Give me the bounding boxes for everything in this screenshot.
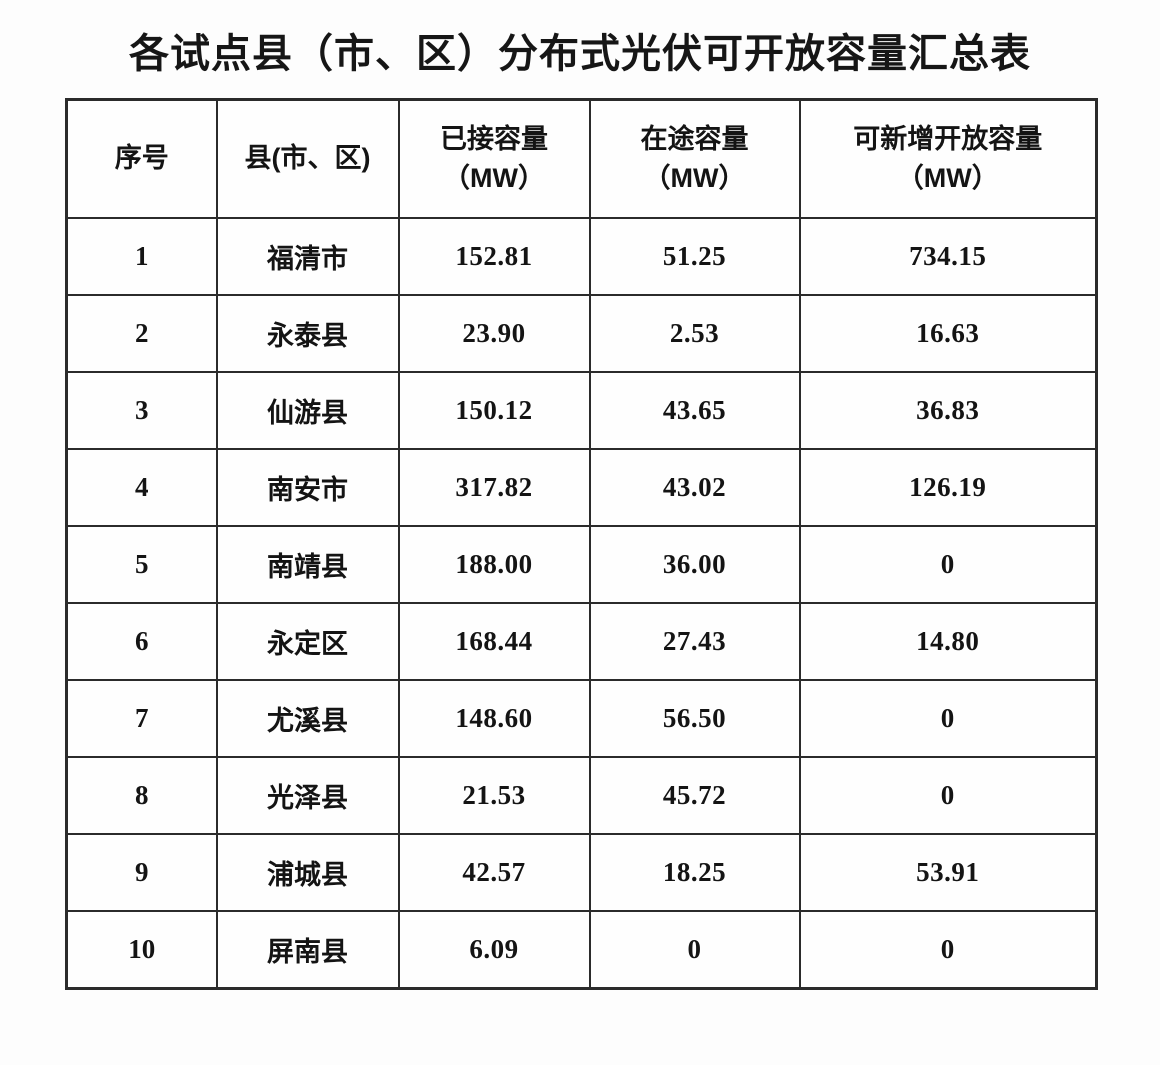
cell-in-transit-capacity: 51.25 (588, 217, 801, 296)
cell-seq: 8 (65, 756, 218, 835)
cell-county: 南靖县 (215, 525, 400, 604)
column-header-new-open-capacity: 可新增开放容量 （MW） (798, 98, 1098, 219)
cell-seq: 2 (65, 294, 218, 373)
cell-new-open-capacity: 14.80 (798, 602, 1098, 681)
table-row: 3 仙游县 150.12 43.65 36.83 (65, 371, 1098, 450)
table-row: 5 南靖县 188.00 36.00 0 (65, 525, 1098, 604)
cell-new-open-capacity: 126.19 (798, 448, 1098, 527)
cell-seq: 1 (65, 217, 218, 296)
table-row: 1 福清市 152.81 51.25 734.15 (65, 217, 1098, 296)
column-header-seq: 序号 (65, 98, 218, 219)
table-row: 6 永定区 168.44 27.43 14.80 (65, 602, 1098, 681)
cell-new-open-capacity: 0 (798, 910, 1098, 990)
cell-new-open-capacity: 0 (798, 756, 1098, 835)
cell-county: 浦城县 (215, 833, 400, 912)
table-body: 1 福清市 152.81 51.25 734.15 2 永泰县 23.90 2.53 16.63 3… (65, 217, 1098, 990)
cell-connected-capacity: 317.82 (397, 448, 591, 527)
capacity-summary-document: 各试点县（市、区）分布式光伏可开放容量汇总表 序号 县(市、区) 已接容量 （MW）… (65, 30, 1098, 990)
table-header-row: 序号 县(市、区) 已接容量 （MW） 在途容量 （MW） 可新增开放容量 （MW） (65, 98, 1098, 219)
cell-county: 光泽县 (215, 756, 400, 835)
cell-county: 南安市 (215, 448, 400, 527)
cell-seq: 3 (65, 371, 218, 450)
cell-seq: 9 (65, 833, 218, 912)
page-title: 各试点县（市、区）分布式光伏可开放容量汇总表 (129, 31, 1031, 76)
cell-county: 尤溪县 (215, 679, 400, 758)
cell-seq: 4 (65, 448, 218, 527)
capacity-table: 序号 县(市、区) 已接容量 （MW） 在途容量 （MW） 可新增开放容量 （MW） 1… (65, 98, 1098, 990)
cell-in-transit-capacity: 56.50 (588, 679, 801, 758)
table-row: 7 尤溪县 148.60 56.50 0 (65, 679, 1098, 758)
cell-in-transit-capacity: 27.43 (588, 602, 801, 681)
cell-in-transit-capacity: 43.65 (588, 371, 801, 450)
cell-new-open-capacity: 16.63 (798, 294, 1098, 373)
cell-county: 永定区 (215, 602, 400, 681)
cell-seq: 7 (65, 679, 218, 758)
cell-county: 福清市 (215, 217, 400, 296)
cell-in-transit-capacity: 45.72 (588, 756, 801, 835)
cell-new-open-capacity: 53.91 (798, 833, 1098, 912)
table-row: 10 屏南县 6.09 0 0 (65, 910, 1098, 990)
cell-connected-capacity: 6.09 (397, 910, 591, 990)
cell-in-transit-capacity: 36.00 (588, 525, 801, 604)
table-row: 4 南安市 317.82 43.02 126.19 (65, 448, 1098, 527)
cell-county: 仙游县 (215, 371, 400, 450)
cell-new-open-capacity: 734.15 (798, 217, 1098, 296)
cell-seq: 5 (65, 525, 218, 604)
cell-connected-capacity: 42.57 (397, 833, 591, 912)
cell-in-transit-capacity: 43.02 (588, 448, 801, 527)
cell-new-open-capacity: 0 (798, 525, 1098, 604)
table-row: 2 永泰县 23.90 2.53 16.63 (65, 294, 1098, 373)
cell-connected-capacity: 188.00 (397, 525, 591, 604)
table-row: 9 浦城县 42.57 18.25 53.91 (65, 833, 1098, 912)
cell-county: 永泰县 (215, 294, 400, 373)
cell-connected-capacity: 150.12 (397, 371, 591, 450)
cell-seq: 10 (65, 910, 218, 990)
cell-connected-capacity: 21.53 (397, 756, 591, 835)
table-row: 8 光泽县 21.53 45.72 0 (65, 756, 1098, 835)
cell-connected-capacity: 152.81 (397, 217, 591, 296)
cell-new-open-capacity: 0 (798, 679, 1098, 758)
column-header-county: 县(市、区) (215, 98, 400, 219)
cell-new-open-capacity: 36.83 (798, 371, 1098, 450)
cell-in-transit-capacity: 18.25 (588, 833, 801, 912)
cell-seq: 6 (65, 602, 218, 681)
cell-in-transit-capacity: 2.53 (588, 294, 801, 373)
cell-connected-capacity: 168.44 (397, 602, 591, 681)
header-row: 序号 县(市、区) 已接容量 （MW） 在途容量 （MW） 可新增开放容量 （MW） (65, 98, 1098, 219)
cell-connected-capacity: 148.60 (397, 679, 591, 758)
cell-connected-capacity: 23.90 (397, 294, 591, 373)
cell-county: 屏南县 (215, 910, 400, 990)
cell-in-transit-capacity: 0 (588, 910, 801, 990)
column-header-in-transit-capacity: 在途容量 （MW） (588, 98, 801, 219)
column-header-connected-capacity: 已接容量 （MW） (397, 98, 591, 219)
